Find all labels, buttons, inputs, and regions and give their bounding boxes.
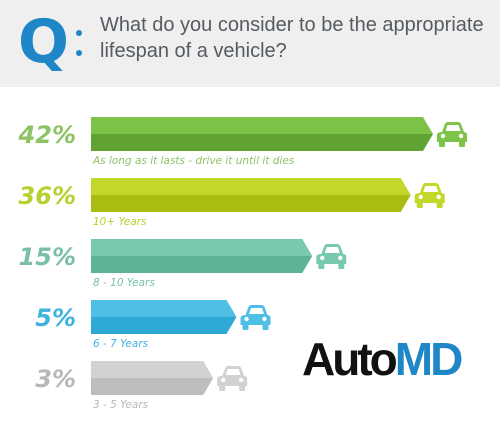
value-label-1: 42% — [18, 121, 76, 149]
bar-group-3: 15% 8 - 10 Years — [19, 239, 347, 289]
bar-3-top — [91, 239, 313, 256]
question-text: What do you consider to be the appropria… — [100, 14, 484, 62]
logo-auto-text: Auto — [302, 333, 398, 385]
automd-logo: AutoMD — [302, 333, 464, 385]
bar-chart: 42% As long as it lasts - drive it until … — [18, 117, 467, 411]
category-label-3: 8 - 10 Years — [93, 277, 155, 289]
bar-4-top — [91, 300, 237, 317]
category-label-5: 3 - 5 Years — [93, 399, 149, 411]
car-icon — [414, 183, 445, 208]
bar-5 — [91, 378, 214, 395]
colon-icon — [76, 30, 84, 60]
bar-5-top — [91, 361, 214, 378]
category-label-2: 10+ Years — [93, 216, 147, 228]
category-label-4: 6 - 7 Years — [93, 338, 149, 350]
value-label-5: 3% — [35, 365, 76, 393]
question-header: Q What do you consider to be the appropr… — [0, 0, 500, 87]
car-icon — [437, 122, 467, 147]
bar-2 — [91, 195, 411, 212]
bar-group-5: 3% 3 - 5 Years — [35, 361, 248, 411]
car-icon — [316, 244, 347, 269]
value-label-4: 5% — [35, 304, 76, 332]
value-label-3: 15% — [19, 243, 76, 271]
bar-1 — [91, 134, 433, 151]
bar-1-top — [91, 117, 433, 134]
bar-2-top — [91, 178, 411, 195]
bar-group-4: 5% 6 - 7 Years — [35, 300, 271, 350]
car-icon — [240, 305, 271, 330]
q-logo-letter: Q — [18, 7, 70, 77]
value-label-2: 36% — [19, 182, 76, 210]
car-icon — [217, 366, 248, 391]
logo-md-text: MD — [394, 333, 464, 385]
category-label-1: As long as it lasts - drive it until it … — [92, 155, 295, 167]
bar-group-2: 36% 10+ Years — [19, 178, 445, 228]
bar-group-1: 42% As long as it lasts - drive it until … — [18, 117, 467, 167]
bar-3 — [91, 256, 313, 273]
bar-4 — [91, 317, 237, 334]
